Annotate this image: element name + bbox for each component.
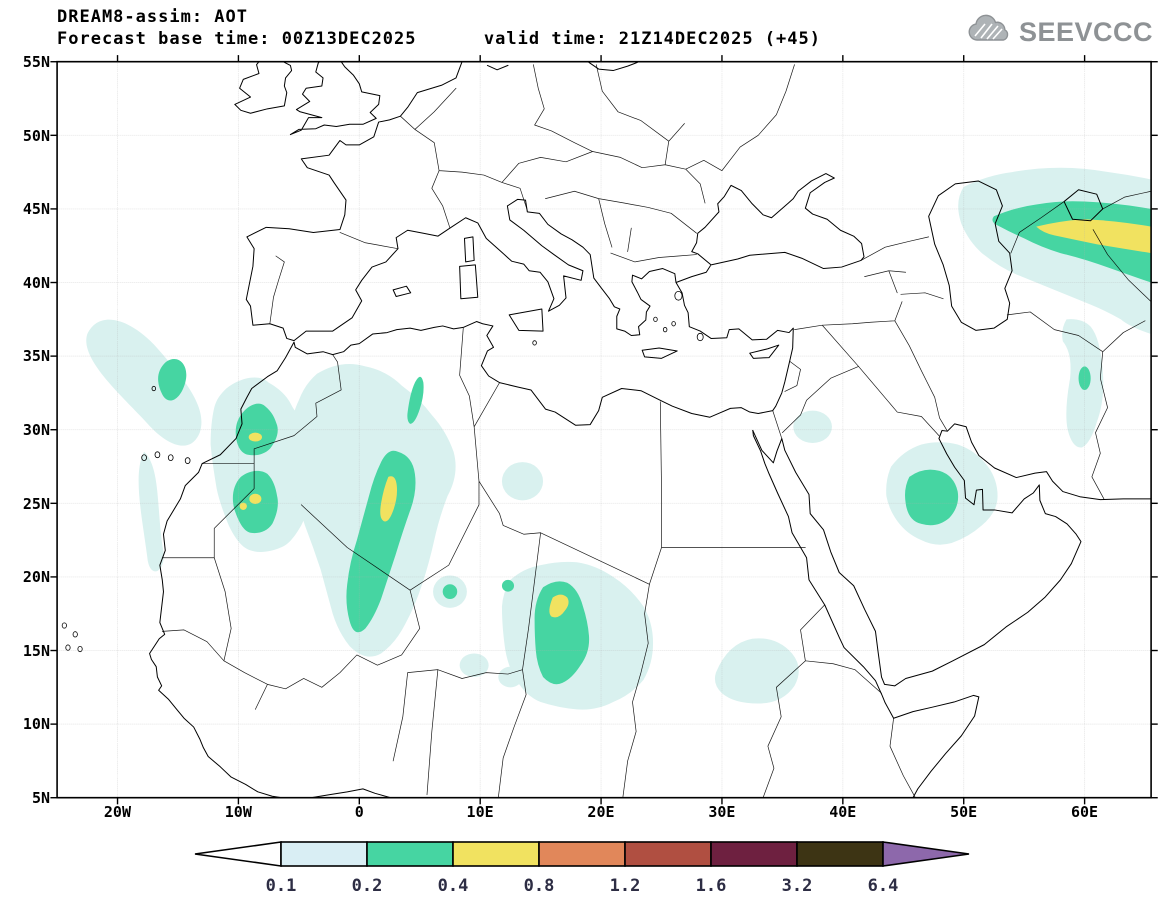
colorbar-segment [194,841,282,867]
lat-tick-label: 40N [22,273,50,292]
lon-tick-label: 40E [829,803,857,821]
colorbar-label: 0.2 [352,876,383,896]
aot-shading [86,167,1152,710]
lat-tick-label: 55N [22,53,50,71]
colorbar-segment [710,841,798,867]
map-frame [57,62,1151,798]
coastlines [62,62,1151,798]
lat-tick-label: 35N [22,347,50,366]
colorbar-segment [624,841,712,867]
lon-tick-label: 20E [587,803,615,821]
lat-tick-label: 5N [31,789,50,807]
colorbar: 0.1 0.2 0.4 0.8 1.2 1.6 3.2 6.4 [194,841,970,896]
lon-tick-label: 10E [466,803,494,821]
colorbar-segment [882,841,970,867]
colorbar-label: 1.6 [696,876,727,896]
lon-tick-label: 20W [103,803,131,821]
colorbar-label: 6.4 [868,876,899,896]
country-borders [162,65,1151,798]
page-title: DREAM8-assim: AOT [57,7,248,27]
lon-tick-label: 60E [1070,803,1099,821]
page-subtitle: Forecast base time: 00Z13DEC2025 valid t… [57,29,821,49]
lat-tick-label: 15N [22,641,50,660]
axis-ticks [50,55,1157,804]
lat-tick-label: 30N [22,421,50,439]
colorbar-label: 0.1 [266,876,297,896]
colorbar-segment [538,841,626,867]
aot-level-0p4 [239,219,1152,618]
lat-tick-label: 45N [22,200,50,219]
small-islands [62,292,703,652]
map-plot [45,47,1163,812]
lon-tick-label: 0 [354,803,364,821]
lat-tick-label: 20N [22,568,50,587]
colorbar-segment [280,841,368,867]
lon-tick-label: 50E [950,803,978,821]
cloud-icon [965,14,1013,50]
lat-tick-label: 25N [22,494,50,513]
colorbar-segment [366,841,454,867]
colorbar-label: 3.2 [782,876,813,896]
lon-tick-label: 30E [708,803,736,821]
colorbar-label: 0.8 [524,876,555,896]
colorbar-label: 1.2 [610,876,641,896]
seevccc-logo: SEEVCCC [965,14,1153,50]
lat-tick-label: 10N [22,715,50,734]
lat-tick-label: 50N [22,126,50,145]
colorbar-segment [796,841,884,867]
colorbar-segment [452,841,540,867]
logo-wordmark: SEEVCCC [1018,16,1153,47]
lon-tick-label: 10W [224,803,252,821]
title-block: DREAM8-assim: AOT Forecast base time: 00… [57,6,821,50]
colorbar-label: 0.4 [438,876,469,896]
